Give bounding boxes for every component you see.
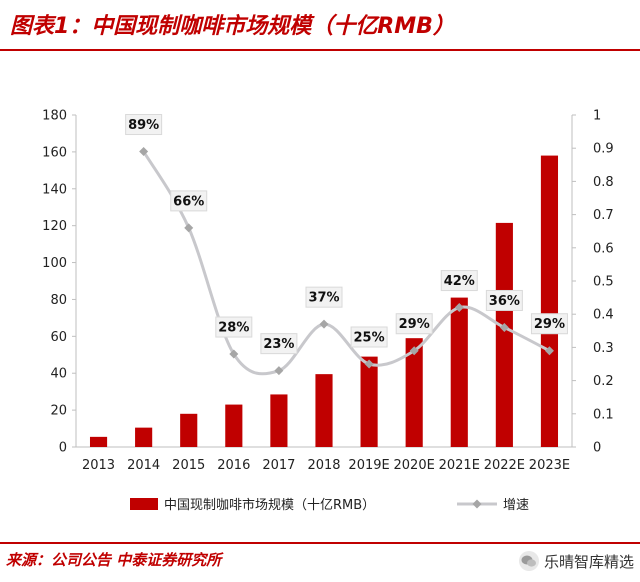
bar-market-size (225, 404, 243, 447)
growth-label-box (260, 333, 298, 355)
growth-data-label: 23% (263, 337, 294, 352)
growth-rate-marker (319, 319, 329, 329)
bar-market-size (405, 338, 423, 447)
growth-rate-marker (409, 346, 419, 356)
growth-label-box (170, 190, 208, 212)
growth-rate-marker (544, 346, 554, 356)
legend-bar-swatch (130, 498, 158, 510)
y-right-tick-label: 0.1 (593, 407, 614, 422)
title-bar: 图表1：中国现制咖啡市场规模（十亿RMB） (0, 0, 640, 50)
bar-market-size (89, 436, 108, 447)
legend-line-marker (472, 499, 482, 509)
y-right-tick-label: 0.8 (593, 175, 614, 190)
growth-rate-marker (454, 303, 464, 313)
x-tick-label: 2018 (307, 458, 340, 473)
y-right-tick-label: 0 (593, 441, 601, 456)
y-left-tick-label: 140 (42, 182, 67, 197)
x-tick-label: 2020E (394, 458, 435, 473)
growth-rate-marker (184, 223, 194, 233)
y-left-tick-label: 160 (42, 145, 67, 160)
watermark-text: 乐晴智库精选 (543, 552, 634, 571)
growth-rate-line (142, 150, 551, 376)
y-right-tick-label: 1 (593, 109, 601, 124)
y-left-tick-label: 20 (50, 404, 67, 419)
growth-rate-marker (229, 349, 239, 359)
bar-market-size (135, 427, 153, 447)
y-right-tick-label: 0.6 (593, 241, 614, 256)
footer-divider (0, 542, 640, 544)
bar-market-size (360, 356, 378, 447)
growth-data-label: 29% (399, 317, 430, 332)
bar-market-size (495, 222, 513, 447)
y-left-tick-label: 80 (50, 293, 67, 308)
x-tick-label: 2014 (127, 458, 160, 473)
growth-rate-marker (499, 322, 509, 332)
growth-data-label: 66% (173, 194, 204, 209)
y-left-tick-label: 40 (50, 367, 67, 382)
x-tick-label: 2022E (484, 458, 525, 473)
bar-market-size (450, 297, 468, 447)
growth-rate-marker (274, 366, 284, 376)
growth-data-label: 28% (218, 321, 249, 336)
y-right-tick-label: 0.3 (593, 341, 614, 356)
growth-label-box (305, 286, 343, 308)
growth-data-label: 37% (308, 291, 339, 306)
growth-data-label: 89% (128, 118, 159, 133)
x-tick-label: 2016 (217, 458, 250, 473)
bar-market-size (315, 374, 333, 447)
legend-line-label: 增速 (503, 498, 529, 513)
x-tick-label: 2017 (262, 458, 295, 473)
x-tick-label: 2023E (529, 458, 570, 473)
y-left-tick-label: 60 (50, 330, 67, 345)
figure-title: 图表1：中国现制咖啡市场规模（十亿RMB） (10, 14, 455, 39)
title-divider (0, 49, 640, 51)
growth-label-box (440, 270, 478, 292)
combo-chart: 0 20 40 60 80 100 120 140 160 180 0 0.1 0.2 0.3 0.4 0.5… (42, 109, 614, 514)
y-left-tick-label: 0 (59, 441, 67, 456)
growth-rate-marker (364, 359, 374, 369)
growth-data-label: 29% (534, 317, 565, 332)
y-right-tick-label: 0.7 (593, 208, 614, 223)
x-tick-label: 2015 (172, 458, 205, 473)
growth-data-label: 36% (489, 294, 520, 309)
y-left-tick-label: 100 (42, 256, 67, 271)
bar-market-size (540, 155, 559, 448)
x-tick-label: 2021E (439, 458, 480, 473)
watermark: 乐晴智库精选 (518, 548, 634, 574)
growth-label-box (530, 313, 568, 335)
growth-data-label: 25% (354, 331, 385, 346)
growth-label-box (215, 316, 253, 338)
growth-label-box (485, 289, 523, 311)
growth-rate-marker (139, 147, 149, 157)
y-right-tick-label: 0.5 (593, 275, 614, 290)
growth-label-box (125, 114, 163, 136)
source-note: 来源：公司公告 中泰证券研究所 (6, 551, 222, 569)
wechat-icon (518, 551, 539, 571)
x-tick-label: 2019E (348, 458, 389, 473)
y-left-tick-label: 180 (42, 109, 67, 124)
bar-market-size (180, 413, 198, 447)
growth-data-label: 42% (444, 274, 475, 289)
bar-market-size (270, 394, 288, 447)
x-tick-label: 2013 (82, 458, 115, 473)
y-left-tick-label: 120 (42, 219, 67, 234)
growth-label-box (350, 326, 388, 348)
y-right-tick-label: 0.2 (593, 374, 614, 389)
growth-label-box (395, 313, 433, 335)
y-right-tick-label: 0.4 (593, 308, 614, 323)
legend-bar-label: 中国现制咖啡市场规模（十亿RMB） (164, 497, 375, 513)
y-right-tick-label: 0.9 (593, 142, 614, 157)
